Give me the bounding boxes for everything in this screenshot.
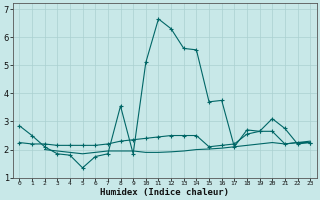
X-axis label: Humidex (Indice chaleur): Humidex (Indice chaleur)	[100, 188, 229, 197]
